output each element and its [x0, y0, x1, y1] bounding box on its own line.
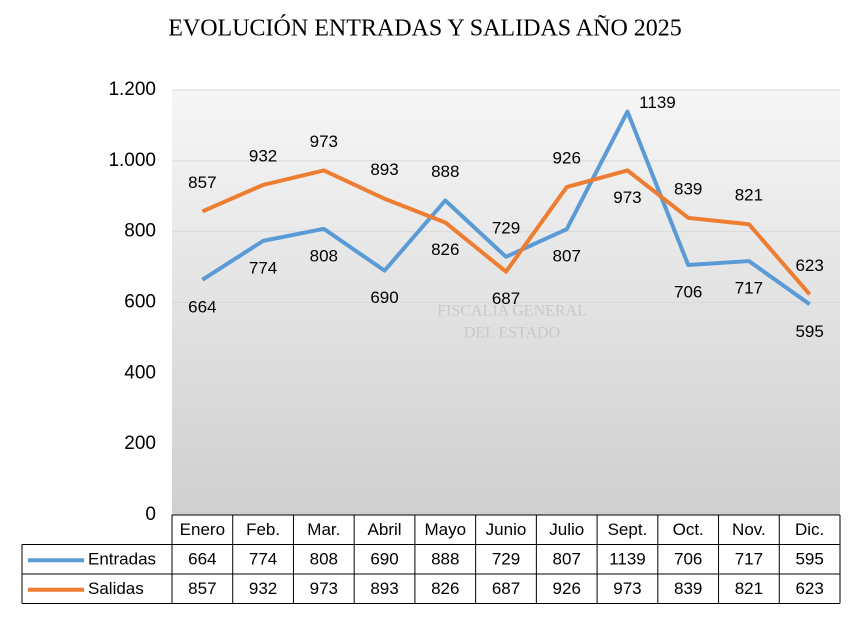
table-cell: 973 [613, 579, 641, 598]
data-label: 774 [249, 258, 277, 277]
data-label: 926 [553, 149, 581, 168]
x-tick-label: Mayo [424, 520, 466, 539]
data-label: 706 [674, 282, 702, 301]
legend-label: Entradas [88, 550, 156, 569]
data-label: 839 [674, 179, 702, 198]
watermark: DEL ESTADO [464, 325, 560, 342]
data-label: 973 [613, 188, 641, 207]
data-label: 664 [188, 297, 216, 316]
table-cell: 857 [188, 579, 216, 598]
table-cell: 729 [492, 550, 520, 569]
table-cell: 893 [370, 579, 398, 598]
y-tick-label: 600 [124, 292, 156, 313]
data-label: 1139 [639, 93, 676, 112]
table-cell: 1139 [609, 550, 646, 569]
x-tick-label: Nov. [732, 520, 766, 539]
x-tick-label: Mar. [307, 520, 340, 539]
table-cell: 808 [310, 550, 338, 569]
table-cell: 973 [310, 579, 338, 598]
table-cell: 807 [553, 550, 581, 569]
table-cell: 687 [492, 579, 520, 598]
x-tick-label: Feb. [246, 520, 280, 539]
table-cell: 826 [431, 579, 459, 598]
table-cell: 932 [249, 579, 277, 598]
y-tick-label: 0 [145, 504, 156, 525]
x-tick-label: Oct. [673, 520, 704, 539]
data-label: 729 [492, 218, 520, 237]
data-label: 808 [310, 246, 338, 265]
table-cell: 926 [553, 579, 581, 598]
data-label: 857 [188, 173, 216, 192]
table-cell: 664 [188, 550, 216, 569]
x-tick-label: Sept. [608, 520, 648, 539]
x-tick-label: Junio [486, 520, 527, 539]
y-tick-label: 400 [124, 362, 156, 383]
table-cell: 595 [795, 550, 823, 569]
series-line [201, 168, 812, 296]
data-label: 717 [735, 279, 763, 298]
y-tick-label: 200 [124, 433, 156, 454]
chart-title: EVOLUCIÓN ENTRADAS Y SALIDAS AÑO 2025 [168, 15, 682, 42]
data-label: 623 [795, 256, 823, 275]
table-cell: 690 [370, 550, 398, 569]
table-cell: 888 [431, 550, 459, 569]
x-tick-label: Enero [180, 520, 225, 539]
data-label: 888 [431, 162, 459, 181]
data-label: 595 [795, 322, 823, 341]
table-cell: 717 [735, 550, 763, 569]
y-tick-label: 1.000 [108, 150, 156, 171]
data-label: 807 [553, 247, 581, 266]
series-line [201, 109, 811, 306]
watermark: FISCALIA GENERAL [437, 303, 587, 320]
x-tick-label: Dic. [795, 520, 824, 539]
table-cell: 774 [249, 550, 277, 569]
data-label: 687 [492, 289, 520, 308]
data-label: 932 [249, 146, 277, 165]
table-cell: 706 [674, 550, 702, 569]
y-tick-label: 1.200 [108, 79, 156, 100]
table-cell: 821 [735, 579, 763, 598]
y-tick-label: 800 [124, 221, 156, 242]
table-cell: 839 [674, 579, 702, 598]
x-tick-label: Abril [368, 520, 402, 539]
data-label: 826 [431, 240, 459, 259]
table-cell: 623 [795, 579, 823, 598]
x-tick-label: Julio [549, 520, 584, 539]
data-label: 893 [370, 160, 398, 179]
data-label: 821 [735, 186, 763, 205]
data-label: 690 [370, 288, 398, 307]
legend-label: Salidas [88, 579, 144, 598]
data-label: 973 [310, 132, 338, 151]
